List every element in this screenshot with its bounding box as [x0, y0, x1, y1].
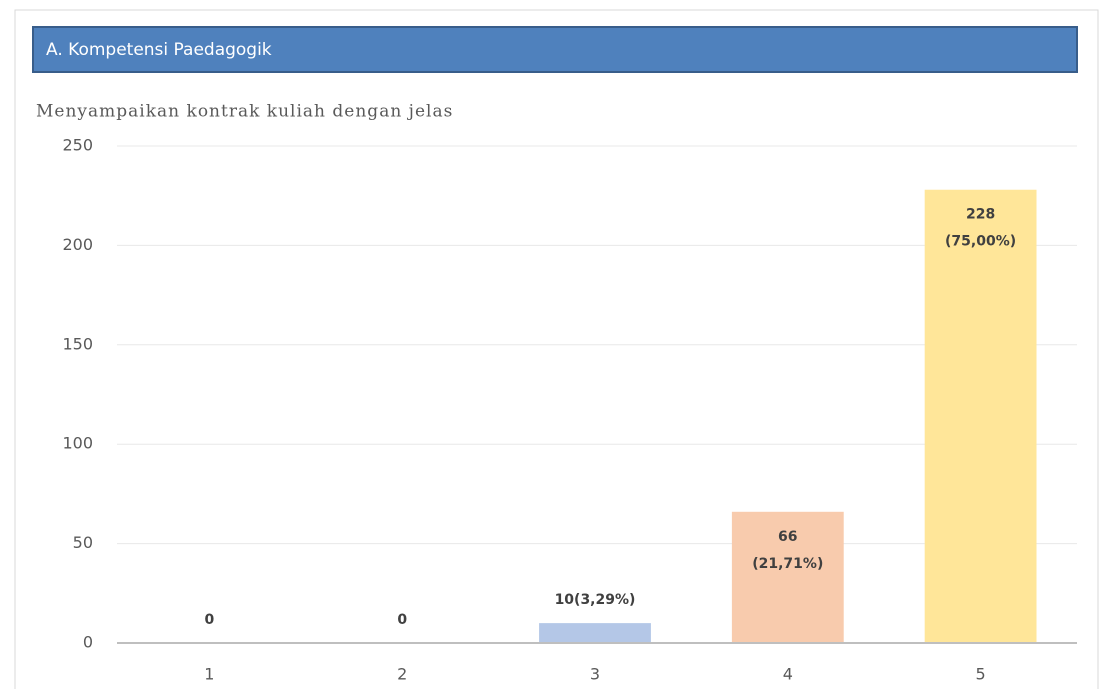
- y-tick-label: 200: [62, 235, 93, 254]
- x-tick-label: 4: [783, 665, 793, 684]
- y-tick-label: 250: [62, 136, 93, 155]
- x-tick-label: 5: [976, 665, 986, 684]
- y-tick-label: 100: [62, 434, 93, 453]
- data-label: 0: [397, 612, 407, 628]
- x-tick-label: 1: [204, 665, 214, 684]
- header-title: A. Kompetensi Paedagogik: [46, 40, 272, 60]
- y-tick-label: 50: [73, 533, 93, 552]
- x-tick-label: 2: [397, 665, 407, 684]
- data-label-line: 66: [778, 529, 797, 545]
- frame: [14, 9, 1099, 689]
- y-tick-label: 0: [83, 633, 93, 652]
- bar: [924, 189, 1037, 643]
- data-label-line: 0: [397, 612, 407, 628]
- chart-title: Menyampaikan kontrak kuliah dengan jelas: [36, 102, 453, 122]
- data-label-line: 228: [966, 207, 995, 223]
- data-label: 228 (75,00%): [945, 207, 1016, 250]
- data-label: 10(3,29%): [555, 592, 636, 608]
- header-banner: [32, 26, 1078, 73]
- data-label-line: 10(3,29%): [555, 592, 636, 608]
- bar: [539, 623, 651, 643]
- data-label-line: (75,00%): [945, 234, 1016, 250]
- data-label: 0: [205, 612, 215, 628]
- data-label: 66 (21,71%): [752, 529, 823, 572]
- x-tick-label: 3: [590, 665, 600, 684]
- y-tick-label: 150: [62, 334, 93, 353]
- data-label-line: 0: [205, 612, 215, 628]
- bar: [731, 511, 844, 643]
- data-label-line: (21,71%): [752, 556, 823, 572]
